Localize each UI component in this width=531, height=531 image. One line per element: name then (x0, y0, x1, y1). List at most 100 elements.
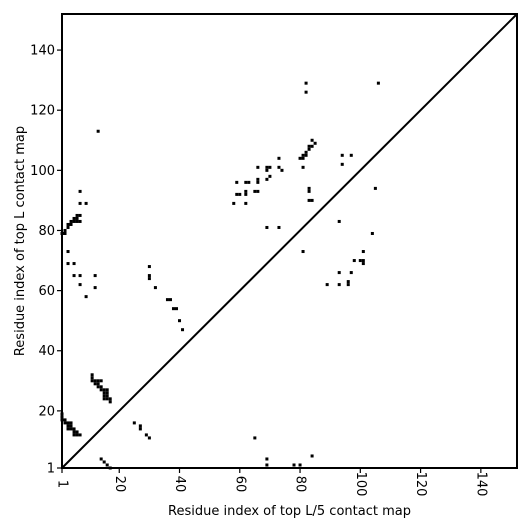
contact-point-lower (108, 397, 112, 401)
contact-point-upper (78, 189, 82, 193)
contact-point-upper (171, 307, 175, 311)
contact-point-lower (69, 421, 73, 425)
contact-point-upper (307, 144, 311, 148)
contact-point-upper (310, 138, 314, 142)
y-tick-label: 1 (47, 462, 55, 477)
contact-point-upper (75, 219, 79, 223)
contact-point-upper (256, 180, 260, 184)
contact-point-upper (147, 277, 151, 281)
contact-point-lower (63, 421, 67, 425)
contact-point-lower (69, 424, 73, 428)
contact-point-lower (138, 424, 142, 428)
y-tick-label: 140 (30, 44, 55, 59)
contact-point-upper (265, 177, 269, 181)
contact-point-upper (307, 147, 311, 151)
x-tick-label: 1 (55, 480, 70, 488)
x-tick-label: 40 (172, 476, 187, 493)
contact-point-upper (304, 153, 308, 157)
contact-point-lower (105, 391, 109, 395)
contact-point-lower (138, 427, 142, 431)
y-tick-label: 20 (38, 404, 55, 419)
contact-point-upper (244, 189, 248, 193)
contact-point-upper (84, 295, 88, 299)
contact-point-upper (361, 262, 365, 266)
contact-point-lower (75, 430, 79, 434)
x-axis-label: Residue index of top L/5 contact map (168, 504, 411, 519)
x-tick-label: 60 (232, 476, 247, 493)
contact-point-upper (277, 225, 281, 229)
contact-point-lower (105, 463, 109, 467)
contact-point-upper (268, 165, 272, 169)
contact-point-upper (268, 174, 272, 178)
contact-point-lower (102, 391, 106, 395)
contact-point-upper (346, 280, 350, 284)
contact-point-lower (66, 421, 70, 425)
contact-point-lower (99, 385, 103, 389)
contact-point-upper (304, 150, 308, 154)
y-tick-label: 100 (30, 164, 55, 179)
contact-point-lower (105, 388, 109, 392)
contact-point-lower (132, 421, 136, 425)
contact-point-lower (265, 463, 269, 467)
contact-point-lower (96, 382, 100, 386)
contact-point-upper (78, 219, 82, 223)
contact-point-lower (90, 373, 94, 377)
y-tick-label: 60 (38, 284, 55, 299)
contact-point-upper (340, 153, 344, 157)
contact-point-upper (310, 198, 314, 202)
contact-point-upper (66, 262, 70, 266)
y-tick-label: 80 (38, 224, 55, 239)
diagonal-line (61, 13, 518, 469)
x-tick-label: 120 (413, 472, 428, 497)
contact-point-upper (153, 286, 157, 290)
contact-points (60, 81, 380, 470)
contact-point-upper (256, 177, 260, 181)
contact-point-upper (301, 153, 305, 157)
contact-point-upper (376, 81, 380, 85)
contact-point-upper (72, 262, 76, 266)
contact-point-lower (253, 436, 257, 440)
contact-point-upper (352, 259, 356, 263)
contact-point-upper (301, 156, 305, 160)
contact-point-upper (96, 129, 100, 133)
contact-point-lower (75, 433, 79, 437)
contact-point-upper (66, 222, 70, 226)
contact-point-lower (69, 427, 73, 431)
y-tick-label: 40 (38, 344, 55, 359)
contact-point-upper (304, 90, 308, 94)
contact-point-upper (346, 283, 350, 287)
contact-point-upper (238, 192, 242, 196)
contact-point-upper (265, 225, 269, 229)
contact-point-lower (72, 427, 76, 431)
contact-point-upper (277, 156, 281, 160)
contact-point-lower (310, 454, 314, 458)
contact-point-upper (244, 192, 248, 196)
contact-point-upper (280, 168, 284, 172)
contact-point-lower (144, 433, 148, 437)
contact-point-upper (313, 141, 317, 145)
contact-point-upper (265, 168, 269, 172)
contact-point-upper (298, 156, 302, 160)
contact-point-upper (301, 165, 305, 169)
contact-point-upper (78, 213, 82, 217)
contact-point-upper (301, 250, 305, 254)
contact-point-upper (340, 162, 344, 166)
contact-point-lower (292, 463, 296, 467)
contact-point-upper (78, 274, 82, 278)
contact-point-upper (175, 307, 179, 311)
contact-point-upper (337, 219, 341, 223)
contact-point-lower (102, 460, 106, 464)
contact-point-upper (307, 189, 311, 193)
contact-point-upper (63, 231, 67, 235)
contact-point-upper (147, 265, 151, 269)
contact-point-lower (90, 379, 94, 383)
contact-point-upper (349, 271, 353, 275)
contact-point-upper (244, 201, 248, 205)
y-axis-label: Residue index of top L contact map (13, 126, 28, 356)
contact-point-upper (235, 180, 239, 184)
contact-point-upper (72, 216, 76, 220)
contact-point-lower (96, 385, 100, 389)
contact-point-upper (75, 213, 79, 217)
contact-point-upper (78, 283, 82, 287)
